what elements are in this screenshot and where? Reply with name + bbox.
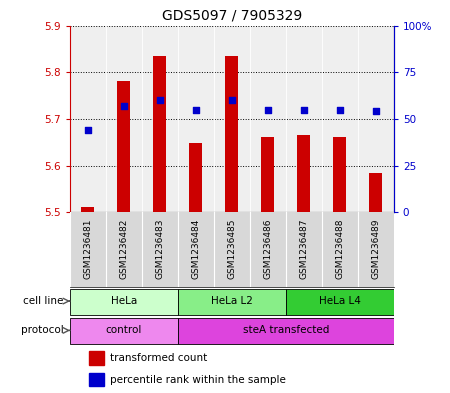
Bar	[70, 289, 178, 315]
Text: GSM1236486: GSM1236486	[263, 218, 272, 279]
Point	[120, 103, 127, 109]
Bar	[153, 56, 166, 212]
Bar	[333, 137, 346, 212]
Text: cell line: cell line	[23, 296, 63, 306]
Bar	[286, 289, 394, 315]
Bar	[178, 289, 286, 315]
Bar	[297, 135, 310, 212]
Point	[156, 97, 163, 103]
Text: GSM1236489: GSM1236489	[371, 218, 380, 279]
Text: GSM1236488: GSM1236488	[335, 218, 344, 279]
Bar	[117, 81, 130, 212]
Text: percentile rank within the sample: percentile rank within the sample	[110, 375, 286, 385]
Point	[300, 107, 307, 113]
Text: GSM1236483: GSM1236483	[155, 218, 164, 279]
Text: GSM1236487: GSM1236487	[299, 218, 308, 279]
Text: HeLa: HeLa	[111, 296, 137, 306]
Text: transformed count: transformed count	[110, 353, 207, 363]
Point	[372, 108, 379, 115]
Title: GDS5097 / 7905329: GDS5097 / 7905329	[162, 9, 302, 23]
Text: GSM1236485: GSM1236485	[227, 218, 236, 279]
Point	[84, 127, 91, 133]
Bar	[225, 56, 238, 212]
Bar	[70, 318, 178, 344]
Bar	[89, 351, 104, 365]
Bar	[261, 137, 274, 212]
Text: HeLa L4: HeLa L4	[319, 296, 361, 306]
Point	[192, 107, 199, 113]
Point	[336, 107, 343, 113]
Point	[228, 97, 235, 103]
Bar	[369, 173, 382, 212]
Text: GSM1236481: GSM1236481	[83, 218, 92, 279]
Text: GSM1236482: GSM1236482	[119, 218, 128, 279]
Bar	[89, 373, 104, 386]
Text: GSM1236484: GSM1236484	[191, 218, 200, 279]
Text: control: control	[106, 325, 142, 335]
Bar	[189, 143, 202, 212]
Bar	[81, 207, 94, 212]
Text: protocol: protocol	[21, 325, 63, 335]
Text: steA transfected: steA transfected	[243, 325, 329, 335]
Text: HeLa L2: HeLa L2	[211, 296, 253, 306]
Point	[264, 107, 271, 113]
Bar	[178, 318, 394, 344]
